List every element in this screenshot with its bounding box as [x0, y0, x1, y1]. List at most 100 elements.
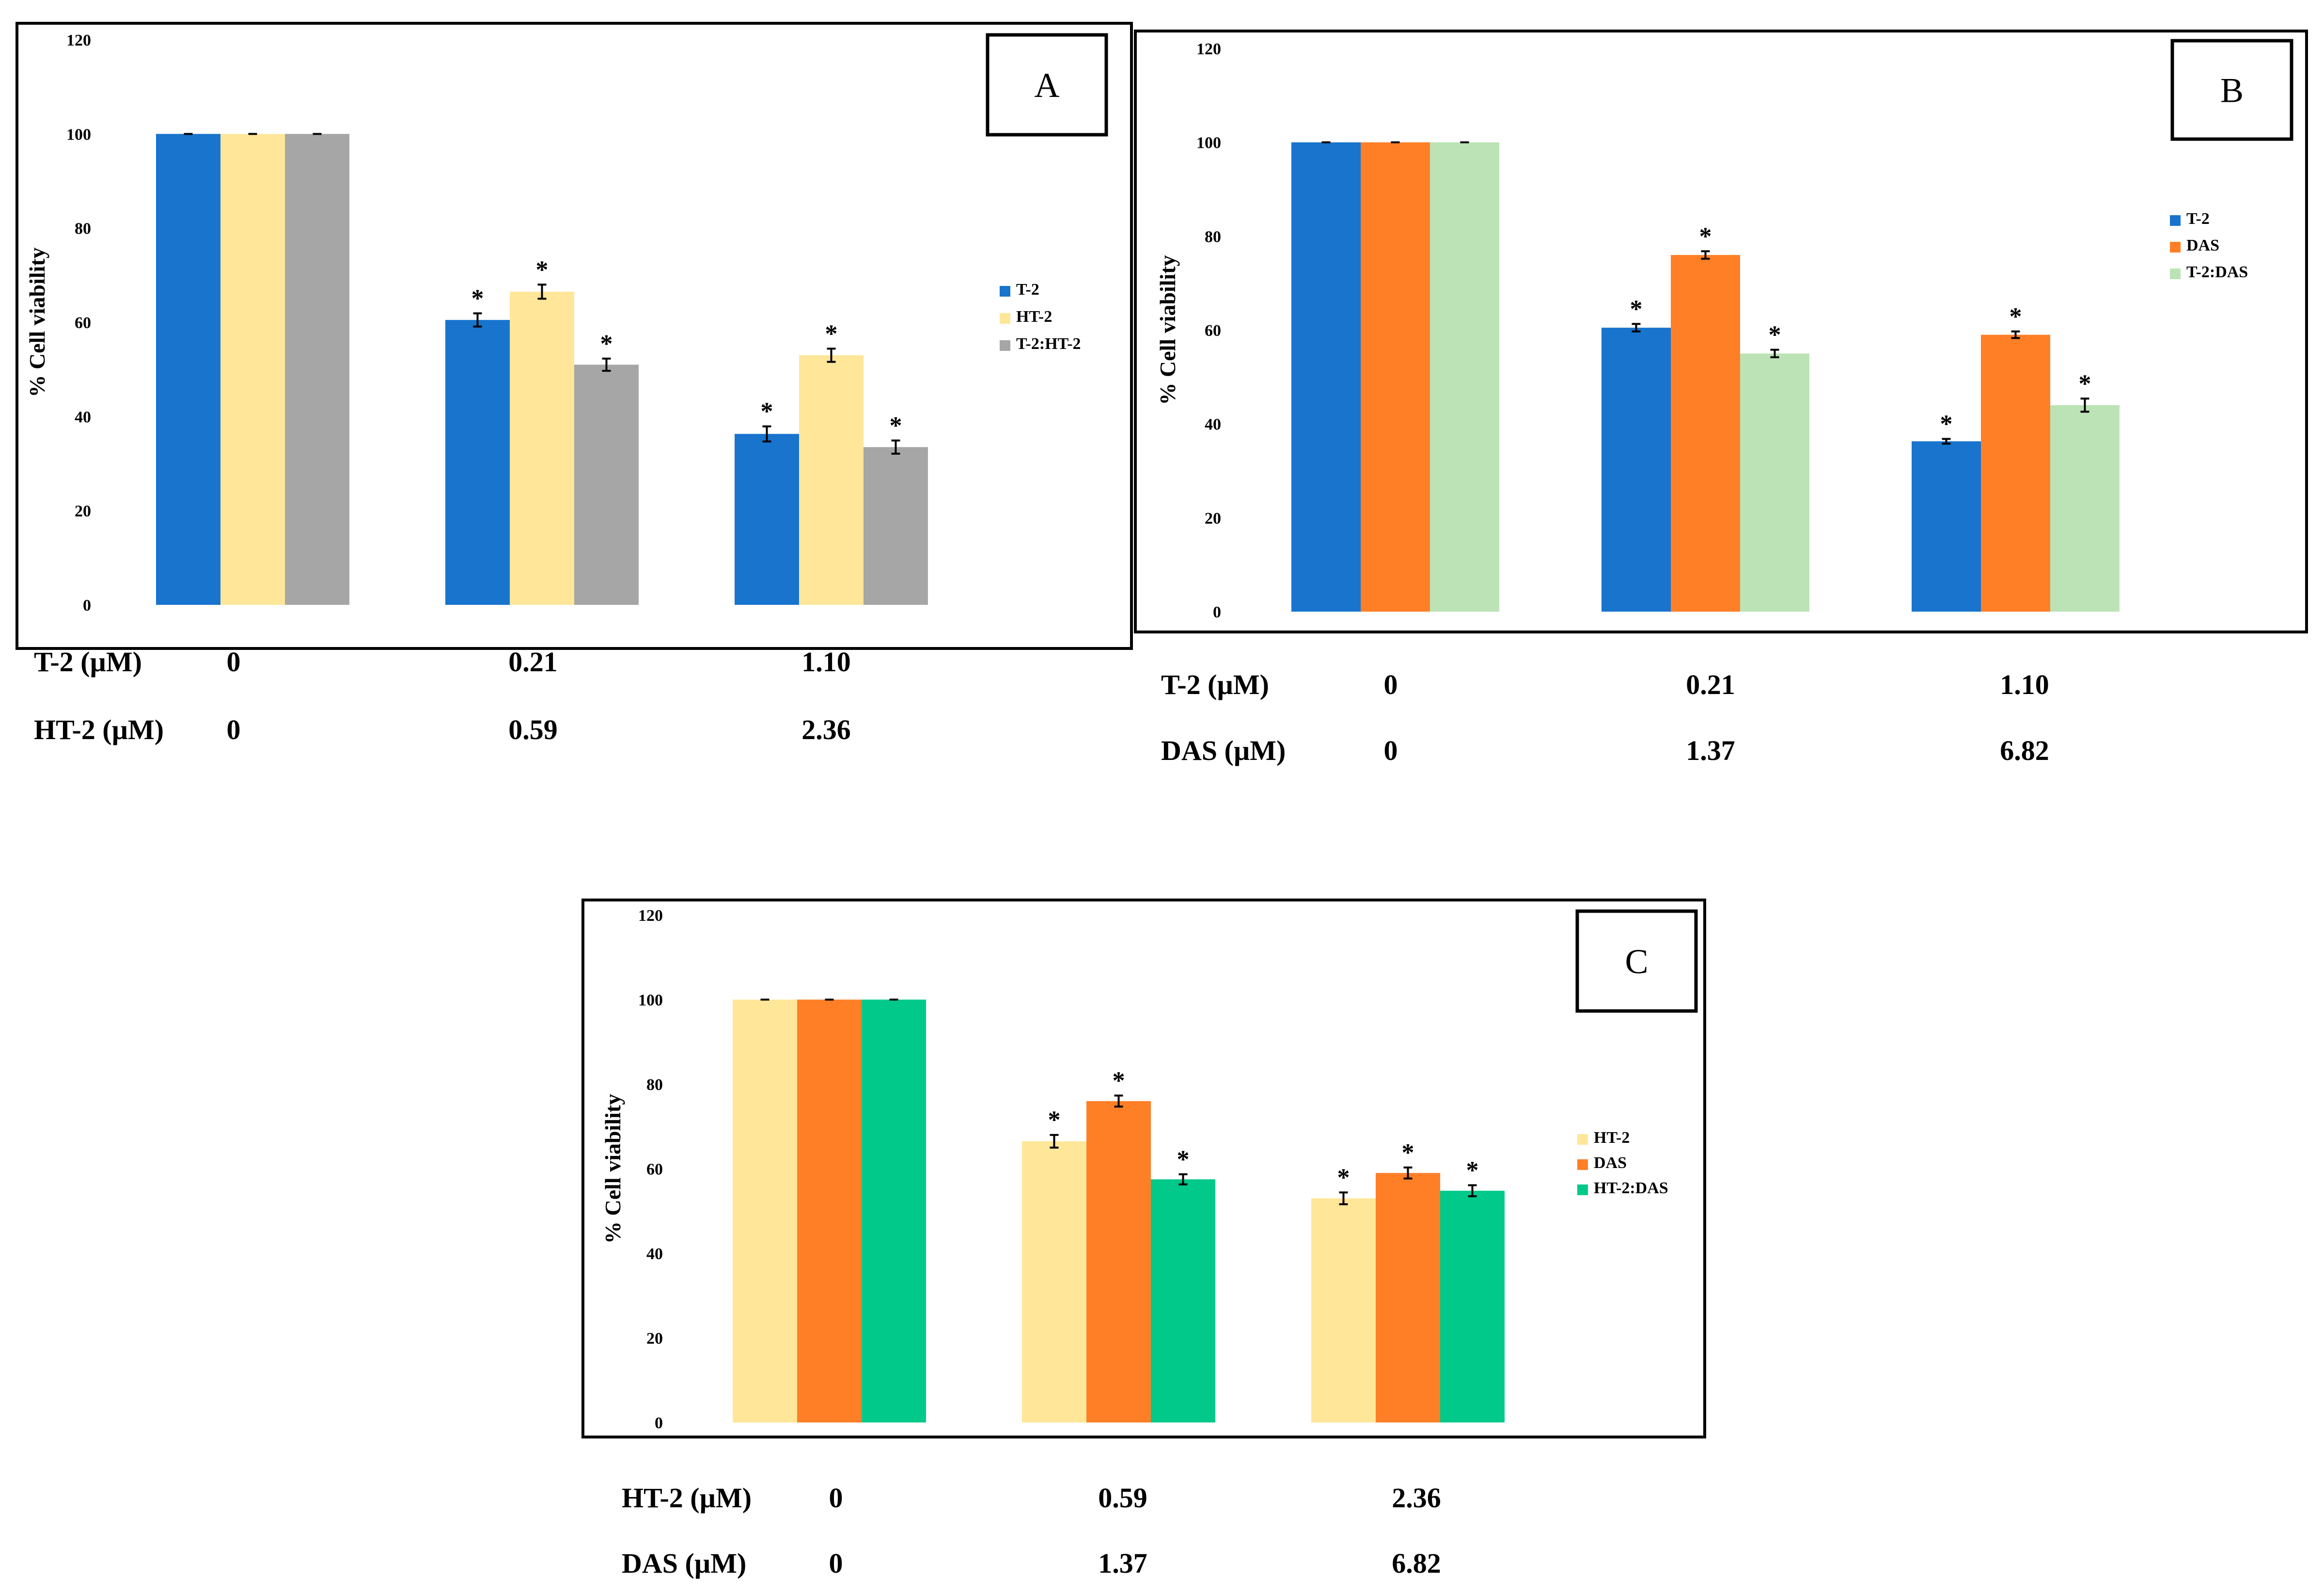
legend-label: T-2:DAS: [2186, 263, 2248, 281]
dose-row-label: HT-2 (µM): [622, 1482, 752, 1514]
y-tick-label: 100: [638, 992, 663, 1010]
significance-star: *: [1466, 1157, 1479, 1184]
dose-value: 0.59: [508, 714, 558, 745]
y-tick-label: 120: [1196, 40, 1221, 58]
significance-star: *: [1940, 411, 1953, 438]
bar-ht-2: [510, 291, 574, 605]
legend-swatch: [2170, 215, 2181, 226]
panel-a-chart: 0 20 40 60 80 100 120 % Cell viability * * * * * * A T-…: [16, 22, 1133, 745]
significance-star: *: [1769, 321, 1781, 349]
dose-value: 1.37: [1686, 735, 1735, 766]
y-tick-label: 100: [66, 126, 91, 143]
legend-label: T-2: [1016, 281, 1039, 299]
dose-row-label: DAS (µM): [1161, 735, 1286, 766]
legend-label: HT-2: [1594, 1129, 1630, 1147]
y-tick-label: 40: [1205, 416, 1221, 434]
legend-swatch: [2170, 268, 2181, 279]
significance-star: *: [2010, 303, 2022, 331]
significance-star: *: [1630, 295, 1643, 323]
dose-row-label: DAS (µM): [622, 1548, 746, 1579]
y-tick-label: 60: [75, 314, 91, 332]
legend-swatch: [1000, 340, 1010, 351]
significance-star: *: [600, 330, 613, 358]
chart-frame: [16, 22, 1133, 650]
bar-das: [1376, 1173, 1440, 1422]
bar-t-2: [156, 134, 220, 605]
dose-value: 0.59: [1098, 1482, 1147, 1514]
significance-star: *: [471, 285, 484, 313]
bar-t-2-ht-2: [864, 447, 928, 605]
y-tick-label: 20: [75, 503, 91, 521]
bar-t-2: [1291, 142, 1361, 612]
panel-badge: [2170, 39, 2293, 141]
dose-value: 0: [829, 1482, 843, 1514]
bar-das: [1361, 142, 1430, 612]
bar-ht-2-das: [1151, 1179, 1215, 1422]
significance-star: *: [536, 256, 549, 284]
bar-ht-2: [733, 999, 797, 1422]
legend-swatch: [1577, 1134, 1588, 1145]
y-tick-label: 120: [638, 907, 663, 925]
bar-das: [1981, 334, 2050, 612]
dose-value: 0: [1384, 669, 1398, 700]
legend-label: DAS: [1594, 1154, 1627, 1172]
dose-value: 2.36: [1392, 1482, 1441, 1514]
legend-swatch: [1000, 286, 1010, 297]
y-tick-label: 40: [646, 1245, 663, 1263]
bar-ht-2: [799, 355, 864, 605]
significance-star: *: [890, 412, 902, 440]
significance-star: *: [1113, 1067, 1125, 1095]
dose-value: 1.10: [801, 646, 851, 678]
bar-t-2-das: [1430, 142, 1499, 612]
bar-ht-2: [220, 134, 285, 605]
legend-label: T-2:HT-2: [1016, 335, 1081, 353]
bar-ht-2: [1022, 1141, 1086, 1422]
bar-t-2-ht-2: [574, 364, 639, 605]
panel-letter: C: [1625, 942, 1648, 981]
bar-ht-2: [1311, 1198, 1376, 1422]
bar-t-2: [445, 320, 510, 605]
bar-t-2: [735, 434, 799, 605]
bar-t-2-ht-2: [285, 134, 349, 605]
y-tick-label: 100: [1196, 134, 1221, 152]
y-tick-label: 60: [1205, 322, 1221, 340]
dose-value: 6.82: [1392, 1548, 1441, 1579]
y-tick-label: 120: [66, 32, 91, 49]
dose-value: 0.21: [1686, 669, 1735, 700]
bar-t-2-das: [2050, 405, 2120, 612]
significance-star: *: [761, 398, 773, 426]
significance-star: *: [1402, 1139, 1414, 1167]
y-tick-label: 80: [646, 1076, 663, 1094]
y-tick-label: 20: [646, 1330, 663, 1348]
y-tick-label: 0: [83, 597, 91, 615]
y-axis-label: % Cell viability: [600, 1094, 625, 1244]
panel-c-chart: 0 20 40 60 80 100 120 % Cell viability * * * * * * C HT…: [581, 899, 1706, 1579]
bar-t-2: [1602, 328, 1671, 612]
significance-star: *: [1177, 1146, 1190, 1173]
panel-b-chart: 0 20 40 60 80 100 120 % Cell viability * * * * * * B T-…: [1134, 30, 2308, 766]
panel-badge: [986, 33, 1108, 137]
panel-letter: A: [1035, 66, 1060, 105]
bar-das: [797, 999, 862, 1422]
y-axis-label: % Cell viability: [25, 247, 49, 397]
legend-swatch: [1577, 1184, 1588, 1195]
legend-label: HT-2:DAS: [1594, 1179, 1668, 1197]
dose-value: 2.36: [801, 714, 851, 745]
panel-badge: [1575, 909, 1698, 1013]
legend-swatch: [1000, 313, 1010, 324]
dose-value: 1.37: [1098, 1548, 1147, 1579]
dose-value: 6.82: [2000, 735, 2049, 766]
dose-row-label: HT-2 (µM): [34, 714, 164, 745]
dose-value: 0: [1384, 735, 1398, 766]
legend-swatch: [2170, 242, 2181, 253]
dose-value: 0: [829, 1548, 843, 1579]
bar-das: [1086, 1101, 1151, 1422]
y-tick-label: 0: [1213, 603, 1221, 621]
dose-value: 1.10: [2000, 669, 2049, 700]
panel-letter: B: [2220, 71, 2244, 110]
significance-star: *: [1048, 1106, 1061, 1134]
significance-star: *: [825, 320, 838, 347]
chart-frame: [1134, 30, 2308, 633]
dose-value: 0: [227, 646, 241, 678]
